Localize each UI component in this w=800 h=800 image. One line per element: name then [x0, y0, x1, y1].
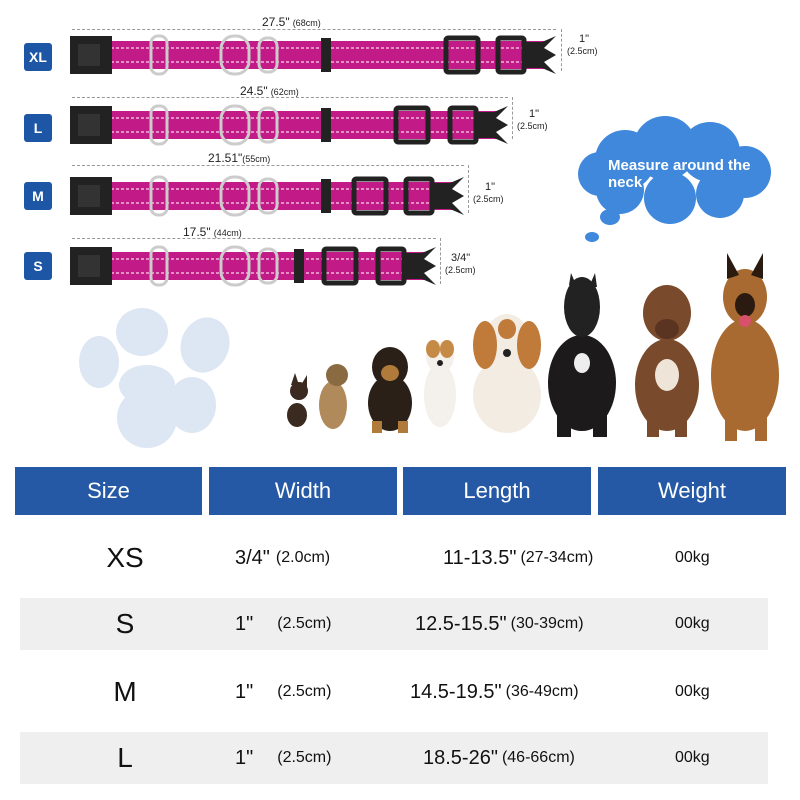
m-width-line — [468, 165, 469, 213]
collar-xl — [70, 34, 556, 76]
cell-size: S — [115, 608, 135, 639]
xl-length-line — [72, 29, 556, 30]
xl-width-line — [561, 29, 562, 71]
header-size: Size — [15, 467, 202, 515]
l-width-label: 1" (2.5cm) — [517, 108, 548, 131]
cell-size: XS — [106, 542, 144, 573]
paw-print-icon — [79, 308, 230, 448]
size-badge-xl: XL — [24, 43, 52, 71]
cell-width: 1" (2.5cm) — [235, 680, 332, 703]
header-length: Length — [403, 467, 591, 515]
s-width-label: 3/4" (2.5cm) — [445, 252, 476, 275]
cell-weight: 00kg — [675, 749, 710, 766]
l-length-label: 24.5" (62cm) — [240, 84, 299, 98]
cell-weight: 00kg — [675, 615, 710, 632]
cell-length: 14.5-19.5" (36-49cm) — [410, 680, 579, 703]
xl-length-label: 27.5" (68cm) — [262, 15, 321, 29]
l-length-line — [72, 97, 508, 98]
dog-silhouette-icon — [548, 273, 616, 437]
dog-silhouette-icon — [287, 373, 308, 427]
cell-size: L — [117, 742, 133, 773]
collar-m — [70, 175, 464, 217]
dogs-group — [287, 253, 779, 441]
dog-silhouette-icon — [635, 285, 699, 437]
table-row: S 1" (2.5cm) 12.5-15.5" (30-39cm) 00kg — [20, 598, 768, 650]
measure-callout-text: Measure around the neck — [608, 157, 751, 191]
cell-length: 11-13.5" (27-34cm) — [443, 546, 594, 569]
cell-weight: 00kg — [675, 683, 710, 700]
header-width: Width — [209, 467, 397, 515]
table-row: XS 3/4" (2.0cm) 11-13.5" (27-34cm) 00kg — [20, 532, 768, 584]
dog-silhouette-icon — [319, 364, 348, 429]
dog-silhouette-icon — [424, 340, 456, 427]
cell-width: 3/4" (2.0cm) — [235, 546, 331, 569]
m-length-label: 21.51"(55cm) — [208, 151, 271, 165]
cloud-bubble-icon — [578, 116, 771, 242]
cell-size: M — [113, 676, 137, 707]
s-length-line — [72, 238, 436, 239]
cell-width: 1" (2.5cm) — [235, 746, 332, 769]
m-length-line — [72, 165, 464, 166]
s-length-label: 17.5" (44cm) — [183, 225, 242, 239]
size-badge-m: M — [24, 182, 52, 210]
collar-s — [70, 245, 436, 287]
dog-silhouette-icon — [711, 253, 779, 441]
table-row: L 1" (2.5cm) 18.5-26" (46-66cm) 00kg — [20, 732, 768, 784]
size-badge-l: L — [24, 114, 52, 142]
dog-silhouette-icon — [368, 347, 412, 433]
m-width-label: 1" (2.5cm) — [473, 181, 504, 204]
dog-silhouette-icon — [473, 314, 541, 433]
xl-width-label: 1" (2.5cm) — [567, 33, 598, 56]
cell-weight: 00kg — [675, 549, 710, 566]
table-row: M 1" (2.5cm) 14.5-19.5" (36-49cm) 00kg — [20, 666, 768, 718]
cell-width: 1" (2.5cm) — [235, 612, 332, 635]
size-badge-s: S — [24, 252, 52, 280]
header-weight: Weight — [598, 467, 786, 515]
collar-l — [70, 104, 508, 146]
l-width-line — [512, 97, 513, 139]
cell-length: 18.5-26" (46-66cm) — [423, 746, 575, 769]
s-width-line — [440, 238, 441, 284]
cell-length: 12.5-15.5" (30-39cm) — [415, 612, 584, 635]
